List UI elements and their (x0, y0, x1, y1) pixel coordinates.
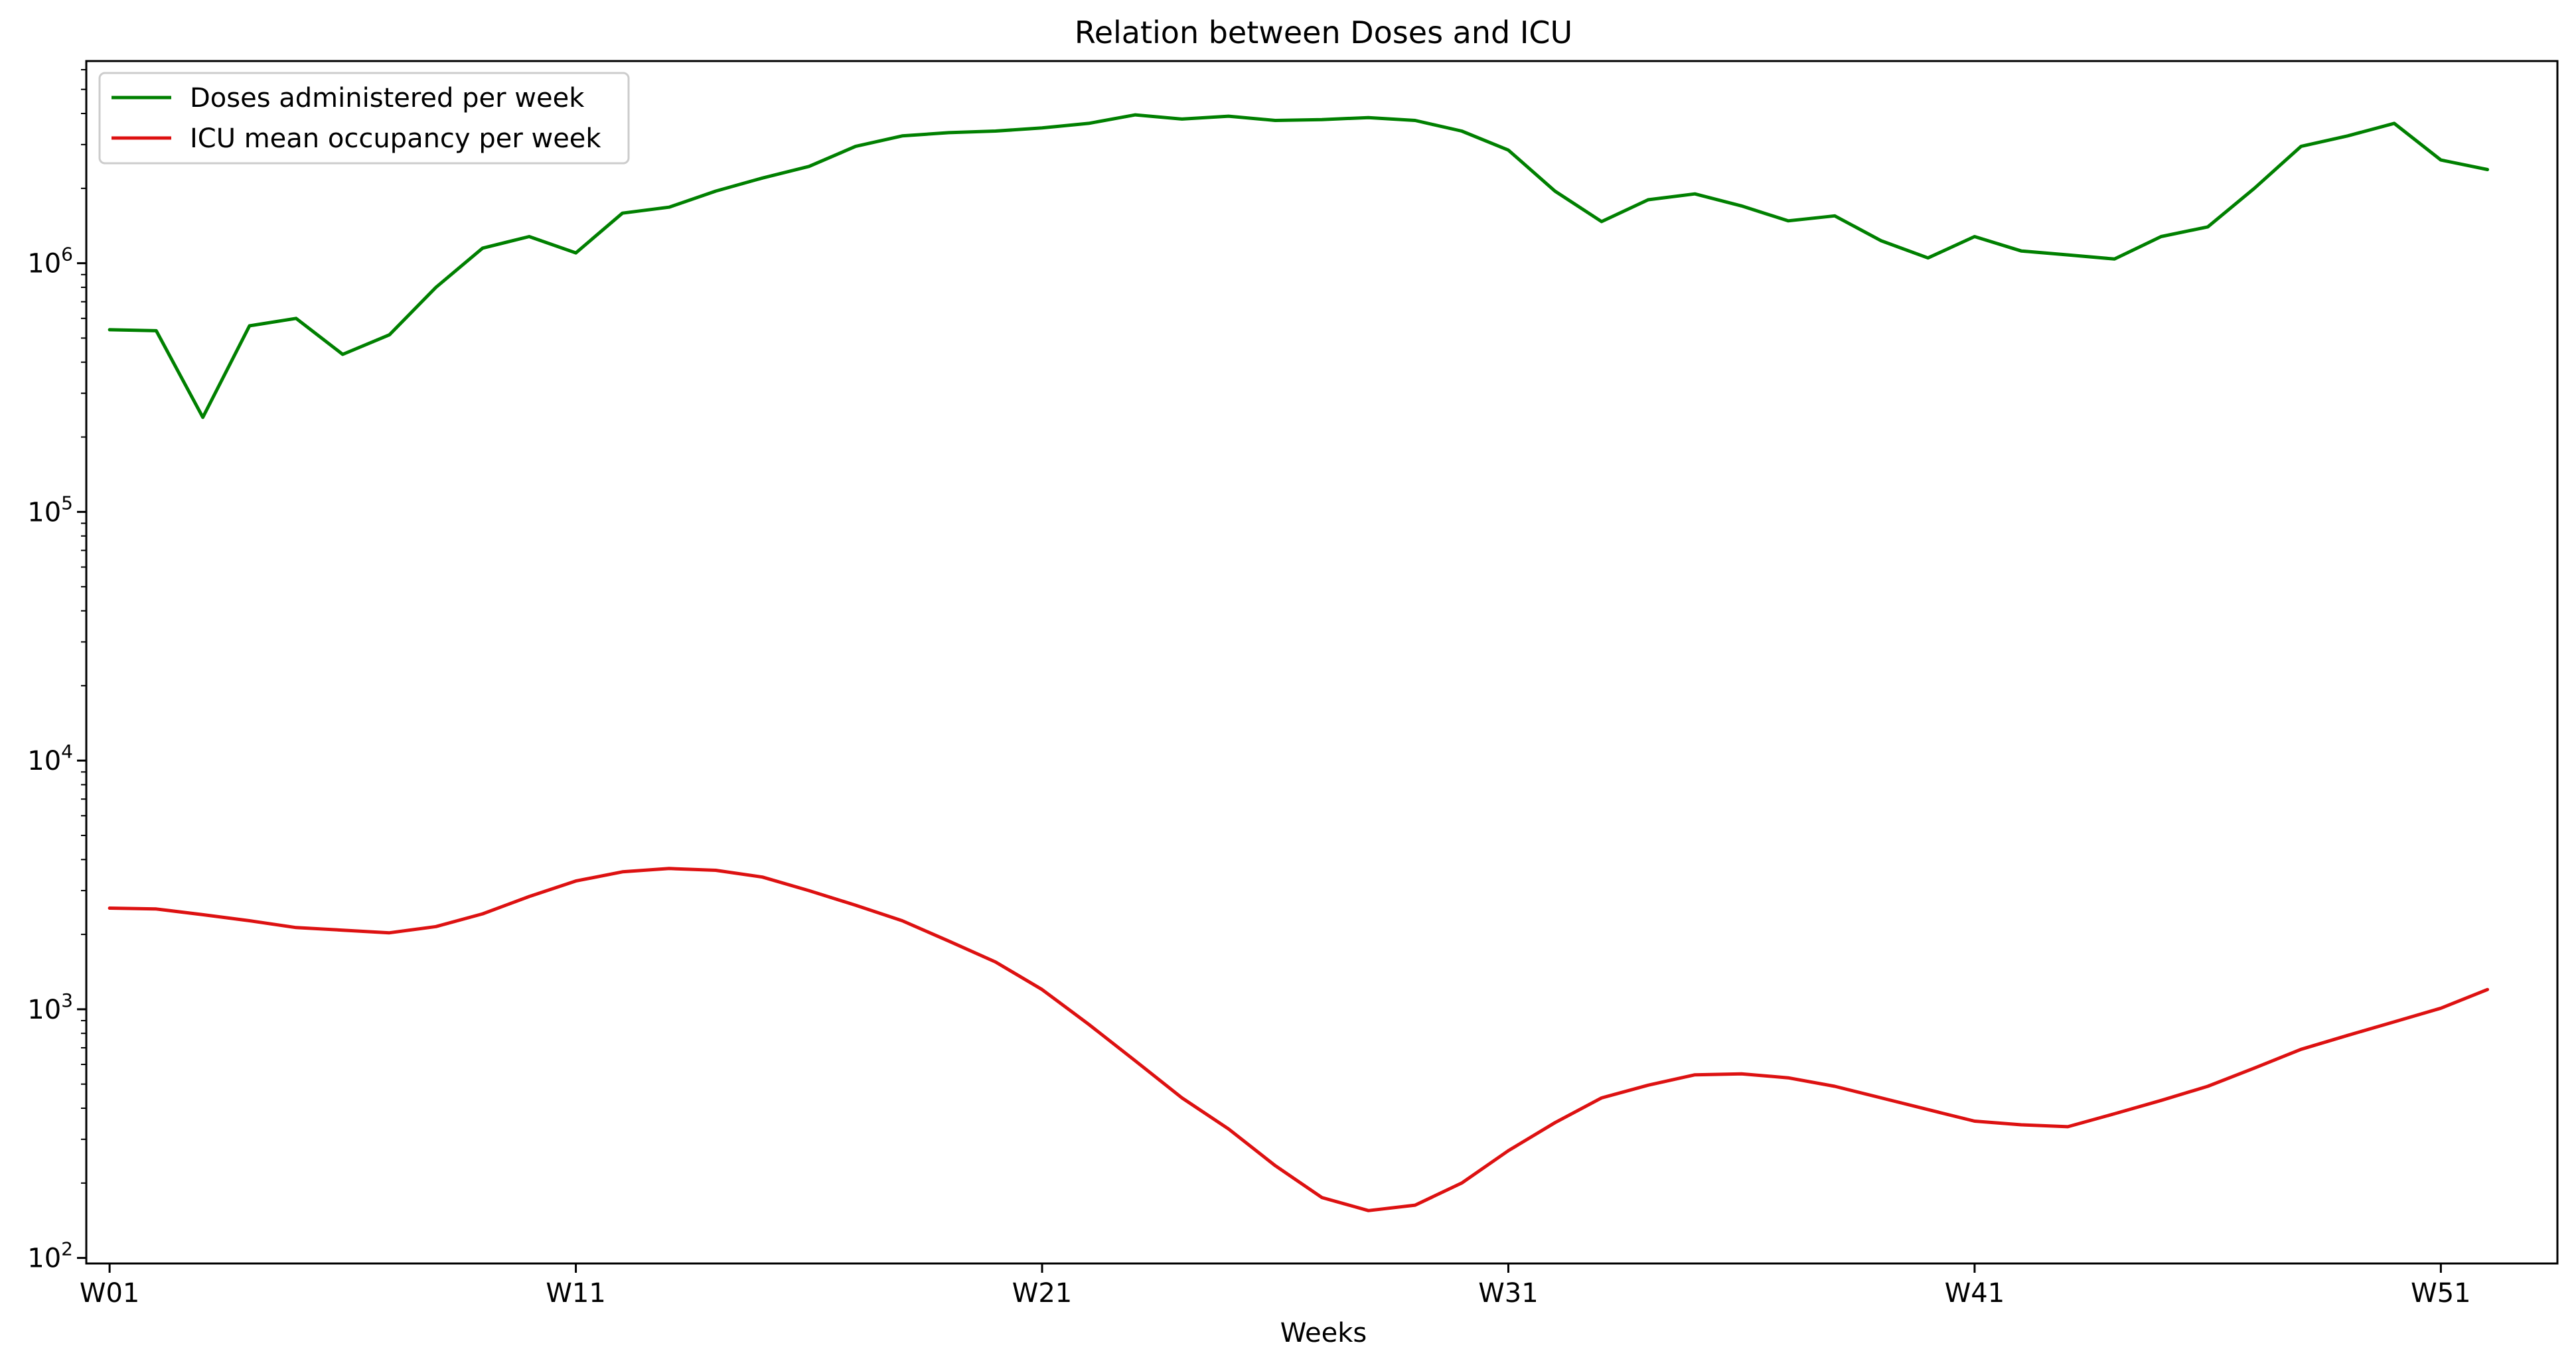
legend-box (98, 72, 630, 165)
legend-label-icu: ICU mean occupancy per week (190, 123, 601, 154)
chart-title: Relation between Doses and ICU (1075, 15, 1572, 50)
x-axis: W01 W11 W21 W31 W41 W51 (80, 1263, 2471, 1309)
x-tick-label: W41 (1945, 1278, 2005, 1309)
x-tick-label: W01 (80, 1278, 139, 1309)
y-tick-label: 105 (27, 492, 73, 528)
y-tick-label: 103 (27, 989, 73, 1025)
legend: Doses administered per week ICU mean occ… (98, 72, 630, 165)
legend-label-doses: Doses administered per week (190, 83, 585, 113)
x-axis-label: Weeks (1280, 1318, 1367, 1348)
y-tick-label: 102 (27, 1238, 73, 1274)
x-tick-label: W51 (2411, 1278, 2470, 1309)
x-tick-label: W21 (1012, 1278, 1072, 1309)
plot-area (85, 60, 2559, 1265)
y-tick-label: 104 (27, 741, 73, 776)
series-line-doses (108, 113, 2490, 419)
y-tick-label: 106 (27, 244, 73, 279)
x-tick-label: W31 (1478, 1278, 1538, 1309)
series-line-icu (108, 867, 2490, 1212)
series-lines (108, 113, 2490, 1212)
y-axis: 102 103 104 105 106 (27, 69, 86, 1274)
x-tick-label: W11 (546, 1278, 605, 1309)
